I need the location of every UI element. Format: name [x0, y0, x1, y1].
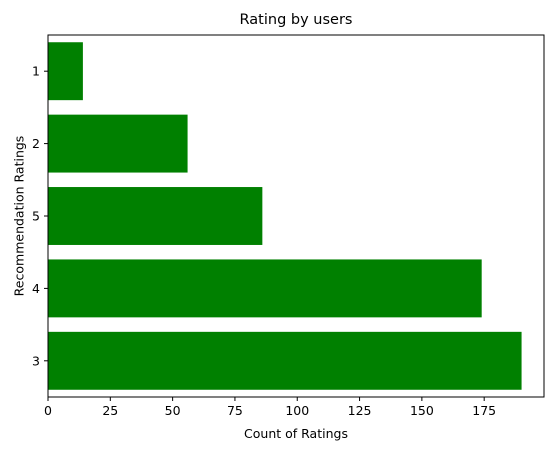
- x-tick-label: 100: [285, 403, 309, 418]
- bar-rating-4: [48, 259, 482, 318]
- x-ticks-group: 0 25 50 75 100 125 150 175: [44, 397, 496, 418]
- y-tick-label: 3: [32, 353, 40, 368]
- bar-rating-2: [48, 114, 188, 173]
- x-tick-label: 25: [102, 403, 118, 418]
- y-ticks-group: 3 4 5 2 1: [32, 64, 48, 368]
- y-tick-label: 2: [32, 136, 40, 151]
- bar-rating-3: [48, 331, 522, 390]
- x-tick-label: 175: [472, 403, 496, 418]
- plot-frame: [47, 34, 545, 398]
- bar-rating-5: [48, 187, 263, 245]
- y-tick-label: 5: [32, 209, 40, 224]
- chart-title: Rating by users: [240, 12, 353, 28]
- x-tick-label: 50: [165, 403, 181, 418]
- y-tick-label: 1: [32, 64, 40, 79]
- x-tick-label: 0: [44, 403, 52, 418]
- bars-group: [48, 42, 522, 390]
- y-tick-label: 4: [32, 281, 40, 296]
- y-axis-label: Recommendation Ratings: [12, 136, 27, 297]
- x-tick-label: 125: [348, 403, 372, 418]
- x-axis-label: Count of Ratings: [244, 426, 348, 441]
- x-tick-label: 75: [227, 403, 243, 418]
- x-tick-label: 150: [410, 403, 434, 418]
- bar-rating-1: [48, 42, 83, 101]
